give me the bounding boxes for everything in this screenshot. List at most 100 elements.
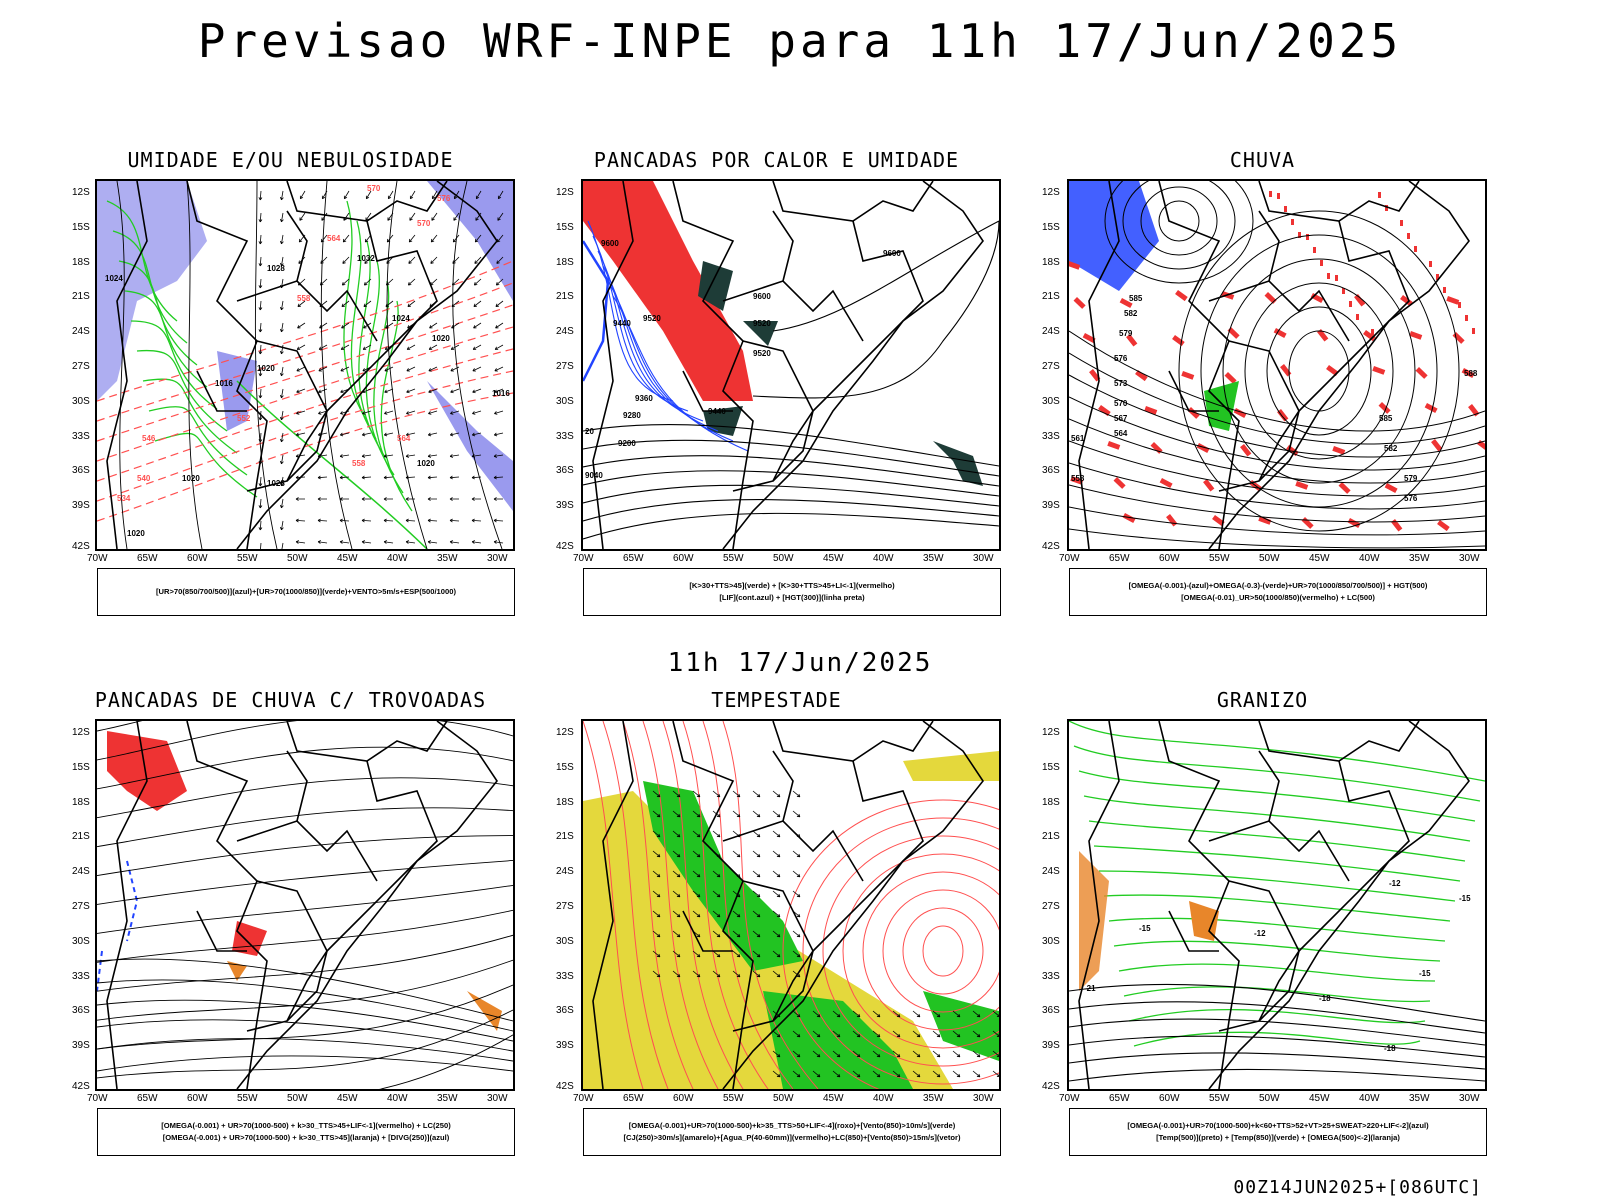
omega-red-fill [1277, 409, 1289, 422]
omega-red-fill [1098, 405, 1111, 417]
lat-label: 36S [1042, 465, 1060, 477]
height-300-contour [583, 512, 999, 540]
omega-red-fill [1465, 315, 1468, 321]
omega-red-fill [1269, 191, 1272, 197]
lon-label: 45W [337, 553, 358, 564]
legend-line: [Temp(500)](preto) + [Temp(850)](verde) … [1156, 1133, 1400, 1142]
omega-red-fill [1409, 331, 1423, 340]
run-footer: 00Z14JUN2025+[086UTC] [1233, 1177, 1482, 1198]
lat-label: 12S [556, 187, 574, 198]
omega-red-fill [1264, 292, 1277, 304]
omega-red-fill [1446, 296, 1460, 305]
thickness-contour [97, 370, 513, 502]
lon-label: 60W [187, 553, 208, 564]
height-label: 585 [1379, 414, 1393, 423]
country-state-borders [106, 721, 498, 1089]
lon-label: 70W [573, 553, 594, 564]
temp-850-contour [1103, 894, 1451, 922]
lat-label: 33S [72, 430, 90, 442]
lat-label: 12S [1042, 727, 1060, 738]
lat-label: 12S [72, 187, 90, 198]
map-svg: 585 582 579 576 573 570 567 564 561 558 588 585 582 5… [1069, 181, 1485, 549]
lat-label: 42S [1042, 541, 1060, 552]
omega-blue-fill [1069, 181, 1159, 291]
wind-vector-field [258, 190, 504, 549]
lat-label: 15S [556, 761, 574, 773]
omega-red-fill [1313, 247, 1316, 253]
humidity-low-levels-contour [130, 320, 218, 410]
map-panel-1: UMIDADE E/OU NEBULOSIDADE 12S 15S 18S 21S 24S… [58, 148, 523, 648]
legend-line: [OMEGA(-0.001)-(azul)+OMEGA(-0.3)-(verde… [1128, 581, 1428, 590]
temperature-label: -18 [1384, 1044, 1396, 1053]
height-500-contour [1178, 210, 1460, 532]
height-500-contour [1140, 186, 1218, 256]
country-state-borders [592, 181, 984, 549]
omega-red-fill [1113, 477, 1126, 489]
omega-orange-fill [1079, 851, 1109, 991]
lon-label: 65W [623, 553, 644, 564]
jet-yellow-fill [903, 751, 999, 781]
height-label: 9600 [601, 239, 619, 248]
temp-850-contour [1133, 1031, 1421, 1047]
humidity-low-levels-contour [124, 290, 208, 388]
map-svg [97, 721, 513, 1089]
streamline [97, 1019, 513, 1052]
thickness-contour [97, 326, 513, 462]
omega-red-fill [1224, 372, 1237, 384]
lon-label: 65W [137, 553, 158, 564]
isobar-label: 1024 [105, 274, 123, 283]
omega-red-fill [1400, 295, 1413, 307]
omega-red-fill [1356, 314, 1359, 320]
lat-label: 30S [1042, 395, 1060, 407]
lon-label: 70W [1059, 553, 1080, 564]
streamline [97, 958, 513, 1022]
isobar-label: 1032 [357, 254, 375, 263]
lat-label: 21S [1042, 291, 1060, 303]
streamlines [97, 721, 513, 1089]
temp-850-contour [1123, 986, 1431, 1003]
thickness-label: 546 [142, 434, 156, 443]
height-300-contour [772, 220, 999, 332]
height-300-contour [583, 470, 999, 497]
height-500-contour [1222, 258, 1416, 484]
thickness-label: 570 [417, 219, 431, 228]
lon-label: 30W [973, 553, 994, 564]
omega-red-fill [1069, 261, 1081, 270]
thickness-label: 558 [352, 459, 366, 468]
lat-label: 27S [1042, 361, 1060, 372]
lon-label: 35W [1409, 1093, 1430, 1104]
isobar-label: 1020 [127, 529, 145, 538]
height-label: 564 [1114, 429, 1128, 438]
lon-label: 60W [1159, 1093, 1180, 1104]
omega-red-fill [1391, 519, 1403, 532]
streamline-850 [882, 889, 999, 1013]
temperature-label: -15 [1459, 894, 1471, 903]
lon-label: 65W [137, 1093, 158, 1104]
isobar [116, 181, 128, 549]
lon-label: 70W [87, 1093, 108, 1104]
lon-label: 55W [723, 1093, 744, 1104]
height-label: 573 [1114, 379, 1128, 388]
streamline [97, 979, 513, 1032]
height-label: 585 [1129, 294, 1143, 303]
height-label: 579 [1404, 474, 1418, 483]
height-label: 20 [585, 427, 594, 436]
omega-red-fill [1144, 406, 1158, 415]
humidity-low-levels-contour [343, 200, 368, 422]
lon-label: 45W [823, 553, 844, 564]
lat-label: 15S [1042, 761, 1060, 773]
map-frame: 585 582 579 576 573 570 567 564 561 558 588 585 582 5… [1067, 179, 1487, 551]
omega-red-fill [1429, 261, 1432, 267]
height-500-contour [1069, 374, 1485, 458]
streamline-850 [782, 799, 999, 1089]
omega-red-fill [1082, 333, 1096, 344]
lat-label: 15S [72, 221, 90, 233]
lat-label: 24S [556, 866, 574, 878]
omega-red-fill [1089, 369, 1101, 382]
temp-850-contour [1108, 917, 1446, 942]
omega-red-fill [1175, 289, 1188, 302]
panel-legend: [OMEGA(-0.001)-(azul)+OMEGA(-0.3)-(verde… [1069, 568, 1487, 616]
legend-line: [OMEGA(-0.01)_UR>50(1000/850)(vermelho) … [1181, 593, 1375, 602]
isobar [320, 181, 353, 549]
height-300-contour [583, 439, 999, 477]
